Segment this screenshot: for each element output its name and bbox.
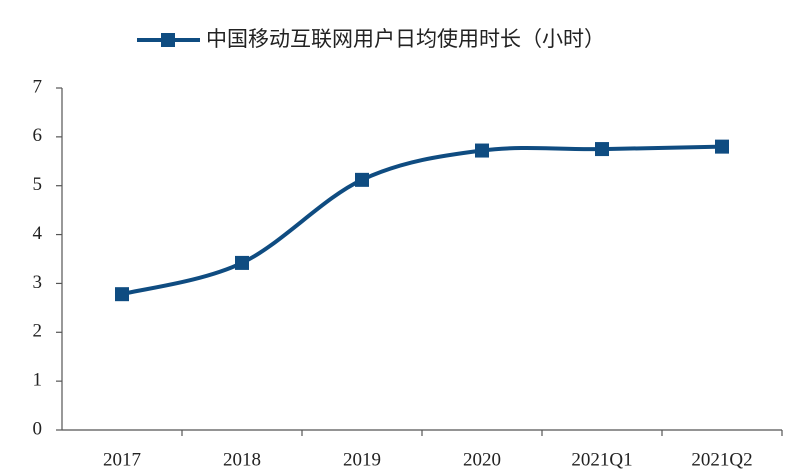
y-tick-label: 6 (33, 125, 43, 146)
marker (475, 143, 489, 158)
y-tick-label: 7 (33, 76, 43, 97)
line (121, 144, 723, 297)
legend-label: 中国移动互联网用户日均使用时长（小时） (206, 27, 605, 51)
y-tick-label: 1 (33, 370, 43, 391)
x-tick-label: 2020 (463, 449, 501, 470)
marker (235, 255, 249, 270)
y-tick-label: 2 (33, 321, 43, 342)
marker (115, 287, 129, 302)
marker (595, 142, 609, 157)
y-tick-label: 0 (33, 418, 43, 439)
marker (715, 139, 729, 154)
x-tick-label: 2021Q1 (571, 449, 632, 470)
x-tick-label: 2019 (343, 449, 381, 470)
x-tick-label: 2021Q2 (691, 449, 752, 470)
y-tick-label: 3 (33, 272, 43, 293)
legend-marker (161, 33, 175, 47)
y-tick-label: 4 (33, 223, 43, 244)
x-tick-label: 2017 (103, 449, 141, 470)
marker (355, 172, 369, 187)
y-tick-label: 5 (33, 174, 43, 195)
x-tick-label: 2018 (223, 449, 261, 470)
